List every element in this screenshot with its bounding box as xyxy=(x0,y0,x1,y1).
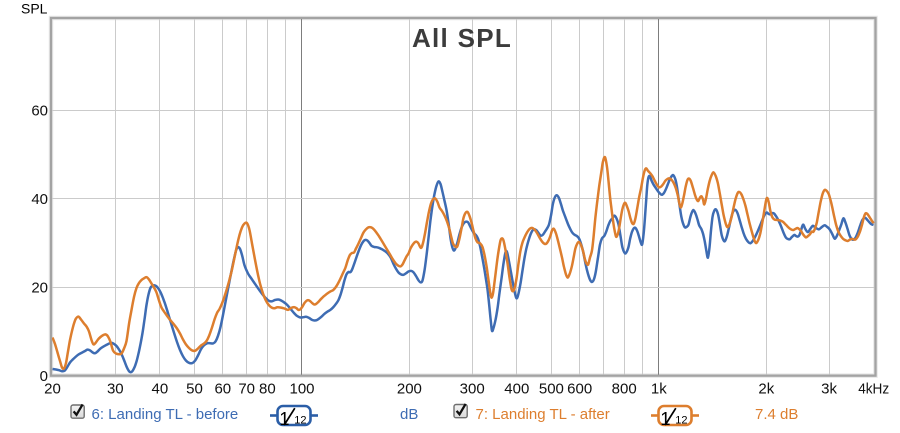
svg-text:80: 80 xyxy=(259,381,276,398)
svg-text:3k: 3k xyxy=(821,381,837,398)
svg-text:600: 600 xyxy=(567,381,592,398)
svg-text:60: 60 xyxy=(214,381,231,398)
svg-text:6: Landing TL - before: 6: Landing TL - before xyxy=(92,406,239,423)
svg-text:4kHz: 4kHz xyxy=(858,381,889,398)
svg-text:1: 1 xyxy=(279,408,289,429)
svg-text:0: 0 xyxy=(40,368,48,385)
svg-text:60: 60 xyxy=(31,103,48,120)
svg-text:500: 500 xyxy=(539,381,564,398)
svg-text:SPL: SPL xyxy=(21,1,48,17)
svg-text:1k: 1k xyxy=(651,381,667,398)
svg-text:100: 100 xyxy=(289,381,314,398)
svg-text:300: 300 xyxy=(460,381,485,398)
svg-text:50: 50 xyxy=(186,381,203,398)
svg-text:12: 12 xyxy=(294,414,306,426)
svg-text:1: 1 xyxy=(660,408,670,429)
svg-text:40: 40 xyxy=(31,191,48,208)
svg-text:40: 40 xyxy=(152,381,169,398)
svg-text:800: 800 xyxy=(612,381,637,398)
svg-text:70: 70 xyxy=(238,381,255,398)
svg-text:30: 30 xyxy=(107,381,124,398)
svg-text:400: 400 xyxy=(504,381,529,398)
svg-text:200: 200 xyxy=(397,381,422,398)
svg-text:dB: dB xyxy=(400,406,418,423)
svg-text:All SPL: All SPL xyxy=(412,23,512,53)
svg-text:7: Landing TL - after: 7: Landing TL - after xyxy=(476,406,610,423)
svg-text:12: 12 xyxy=(675,414,687,426)
svg-text:20: 20 xyxy=(31,280,48,297)
svg-text:2k: 2k xyxy=(758,381,774,398)
svg-text:7.4 dB: 7.4 dB xyxy=(755,406,798,423)
svg-text:20: 20 xyxy=(44,381,61,398)
